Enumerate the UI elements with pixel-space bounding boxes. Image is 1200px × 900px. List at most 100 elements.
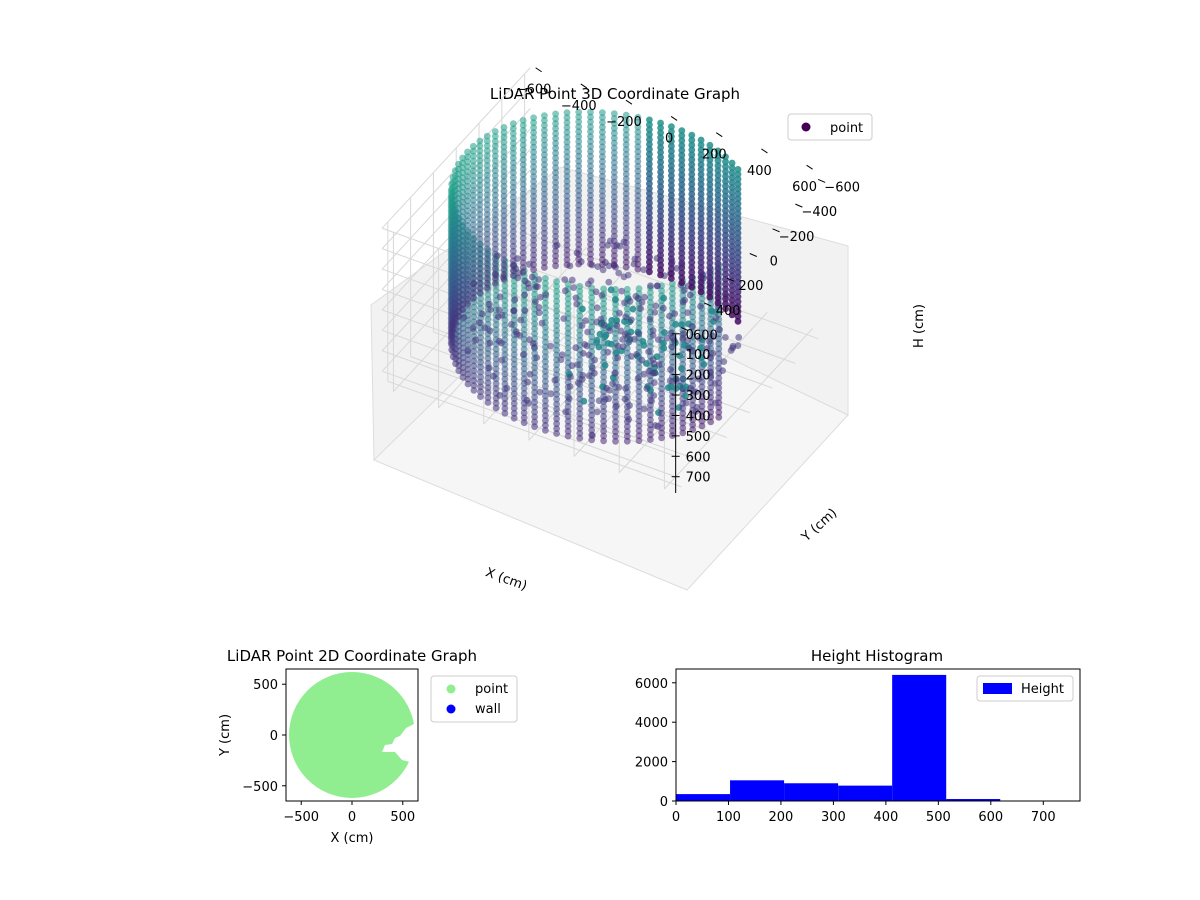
point-3d [610,120,618,127]
point-3d [501,316,509,324]
point-3d [464,192,471,200]
point-3d [695,375,703,383]
point-3d [678,176,686,184]
point-3d [678,220,686,228]
point-3d [520,404,528,412]
y-axis-label-3d: Y (cm) [798,506,840,546]
point-3d [564,427,572,435]
point-3d [469,221,477,229]
point-3d [600,321,608,329]
point-3d [623,285,631,293]
point-3d [679,409,687,417]
point-3d [646,170,653,178]
point-3d [722,246,729,254]
point-3d [612,364,619,372]
point-3d [563,124,571,131]
point-3d [697,273,705,281]
point-3d [553,307,560,315]
point-3d [531,384,538,391]
point-3d [622,185,630,193]
point-3d [476,230,484,238]
point-3d [679,311,687,319]
point-3d [491,177,499,184]
point-3d [530,227,537,234]
point-3d [698,412,706,420]
point-3d [509,169,517,177]
point-3d [492,350,500,358]
point-3d [657,173,664,181]
point-3d [668,191,675,199]
point-3d [563,163,571,171]
point-3d [622,131,630,139]
point-3d [660,344,668,352]
point-3d [576,405,584,413]
point-3d [647,411,654,419]
point-3d [530,124,537,131]
point-3d [668,231,675,238]
point-3d [492,287,500,294]
point-3d [460,314,468,321]
point-3d [622,253,630,261]
point-3d [587,157,594,165]
point-3d [679,307,687,314]
point-3d [464,168,471,176]
point-3d [668,147,675,155]
legend-label-point: point [830,121,863,136]
point-3d [706,239,714,247]
point-3d [491,255,499,263]
point-3d [646,175,653,183]
point-3d [618,287,626,295]
point-3d [517,316,525,324]
point-3d [688,166,696,173]
point-3d [734,244,742,252]
point-3d [530,119,537,127]
point-3d [509,223,517,231]
point-3d [491,172,499,180]
point-3d [564,320,572,327]
point-3d [688,224,696,232]
point-3d [734,210,742,217]
point-3d [627,316,635,324]
point-3d [500,128,508,136]
point-3d [476,162,484,169]
point-3d [553,283,560,290]
point-3d [531,291,538,298]
point-3d [646,180,653,188]
point-3d [530,202,537,210]
point-3d [620,273,628,281]
point-3d [469,241,477,248]
point-3d [600,354,607,361]
point-3d [714,299,722,307]
point-3d [678,240,686,247]
point-3d [622,209,630,217]
point-3d [634,246,642,254]
point-3d [483,235,491,243]
point-3d [689,362,697,370]
point-3d [688,278,696,286]
point-3d [470,308,478,316]
point-3d [622,234,630,242]
point-3d [563,251,571,259]
point-3d [657,183,664,191]
point-3d [635,427,643,435]
y-tick-3d [817,178,826,183]
point-3d [669,407,676,415]
point-3d [647,436,654,443]
point-3d [464,173,471,180]
point-3d [519,224,527,232]
point-3d [509,237,517,245]
point-3d [469,294,477,302]
point-3d [541,224,548,232]
point-3d [678,151,686,159]
point-3d [470,357,478,365]
point-3d [553,425,560,432]
point-3d [688,229,696,237]
point-3d [634,182,642,190]
point-3d [722,295,729,303]
point-3d [698,393,706,400]
point-3d [734,259,742,266]
point-3d [483,255,491,262]
point-3d [697,303,704,310]
point-3d [464,153,471,161]
point-3d [646,268,653,276]
